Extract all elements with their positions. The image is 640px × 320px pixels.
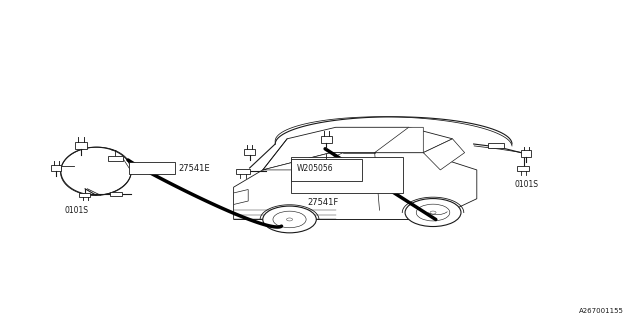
Polygon shape: [263, 127, 452, 170]
Text: 0101S: 0101S: [515, 180, 539, 189]
Bar: [291, 159, 362, 181]
Text: 27541E: 27541E: [178, 164, 209, 173]
Bar: [236, 169, 250, 174]
Bar: [521, 150, 531, 157]
Text: A267001155: A267001155: [579, 308, 624, 314]
Text: 0101S: 0101S: [65, 206, 89, 215]
Bar: [291, 157, 403, 193]
Polygon shape: [263, 153, 343, 170]
Polygon shape: [423, 139, 465, 170]
Bar: [129, 162, 175, 174]
Bar: [51, 165, 61, 171]
Polygon shape: [374, 127, 423, 153]
Bar: [244, 149, 255, 155]
Bar: [75, 142, 88, 149]
Circle shape: [287, 218, 292, 221]
Circle shape: [273, 211, 306, 228]
Polygon shape: [234, 153, 477, 220]
Bar: [108, 156, 123, 161]
Bar: [488, 143, 504, 148]
Bar: [79, 193, 90, 197]
Circle shape: [416, 204, 450, 221]
Text: W205056: W205056: [296, 164, 333, 173]
Circle shape: [405, 198, 461, 227]
Polygon shape: [234, 189, 248, 204]
Bar: [110, 192, 122, 196]
Circle shape: [430, 211, 436, 214]
Bar: [321, 136, 332, 143]
Text: 27541F: 27541F: [307, 198, 338, 207]
Bar: [517, 166, 529, 171]
Circle shape: [263, 206, 316, 233]
